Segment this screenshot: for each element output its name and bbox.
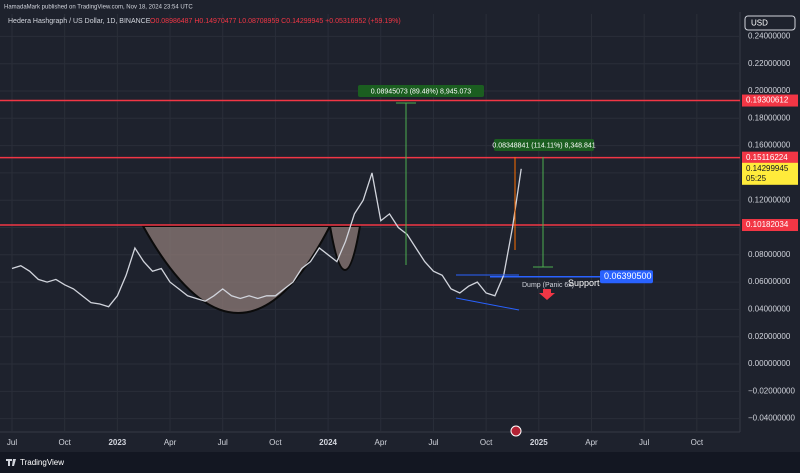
brand: TradingView — [20, 458, 64, 467]
x-tick-label: Jul — [218, 438, 228, 447]
level-label: 0.19300612 — [746, 96, 789, 105]
support-label-box — [600, 270, 653, 284]
annotation-box — [494, 139, 594, 151]
x-tick-label: Jul — [7, 438, 17, 447]
y-tick-label: 0.06000000 — [748, 277, 791, 286]
currency-button[interactable] — [744, 15, 796, 31]
ohlc: O0.08986487 H0.14970477 L0.08708959 C0.1… — [150, 18, 401, 25]
currency: USD — [751, 19, 768, 28]
down-arrow — [539, 289, 555, 300]
x-tick-label: Apr — [375, 438, 388, 447]
channel-line — [455, 297, 520, 311]
last-price-label: 0.14299945 — [746, 164, 789, 173]
y-tick-label: 0.12000000 — [748, 195, 791, 204]
level-label-box — [742, 151, 798, 164]
y-tick-label: 0.20000000 — [748, 86, 791, 95]
last-price-box — [742, 162, 798, 185]
y-tick-label: 0.04000000 — [748, 305, 791, 314]
annotation: Dump (Panic 6x) — [522, 282, 574, 289]
symbol-title: Hedera Hashgraph / US Dollar, 1D, BINANC… — [8, 18, 151, 25]
plot — [11, 168, 600, 308]
price-line — [11, 168, 522, 308]
cup-drawing — [141, 225, 332, 314]
x-tick-label: Oct — [480, 438, 493, 447]
y-tick-label: 0.24000000 — [748, 31, 791, 40]
footer — [0, 452, 800, 473]
x-tick-label: Oct — [691, 438, 704, 447]
annotation: 0.08348841 (114.11%) 8,348.841 — [492, 142, 595, 149]
x-tick-label: 2023 — [108, 438, 126, 447]
support-label: 0.06390500 — [604, 271, 652, 281]
y-tick-label: −0.04000000 — [748, 414, 795, 423]
logo — [6, 459, 16, 466]
y-tick-label: 0.08000000 — [748, 250, 791, 259]
y-tick-label: 0.18000000 — [748, 113, 791, 122]
x-tick-label: Oct — [58, 438, 71, 447]
annotation-box — [358, 85, 484, 97]
level-label-box — [742, 219, 798, 232]
x-tick-label: Jul — [428, 438, 438, 447]
levels — [0, 99, 740, 226]
x-tick-label: Apr — [164, 438, 177, 447]
y-tick-label: 0.16000000 — [748, 141, 791, 150]
x-tick-label: 2025 — [530, 438, 548, 447]
y-tick-label: 0.00000000 — [748, 359, 791, 368]
event-icon[interactable] — [510, 425, 522, 437]
level-label: 0.15116224 — [746, 153, 788, 162]
x-tick-label: 2024 — [319, 438, 337, 447]
level-label-box — [742, 94, 798, 107]
y-tick-label: −0.02000000 — [748, 386, 795, 395]
level-label: 0.10182034 — [746, 220, 789, 229]
x-tick-label: Jul — [639, 438, 649, 447]
publisher: HamadaMark published on TradingView.com,… — [4, 5, 193, 11]
x-tick-label: Apr — [585, 438, 598, 447]
y-tick-label: 0.02000000 — [748, 332, 791, 341]
annotation: 0.08945073 (89.48%) 8,945.073 — [371, 88, 472, 95]
support-text: Support — [568, 278, 600, 288]
countdown: 05:25 — [746, 174, 767, 183]
y-tick-label: 0.22000000 — [748, 59, 791, 68]
x-tick-label: Oct — [269, 438, 282, 447]
